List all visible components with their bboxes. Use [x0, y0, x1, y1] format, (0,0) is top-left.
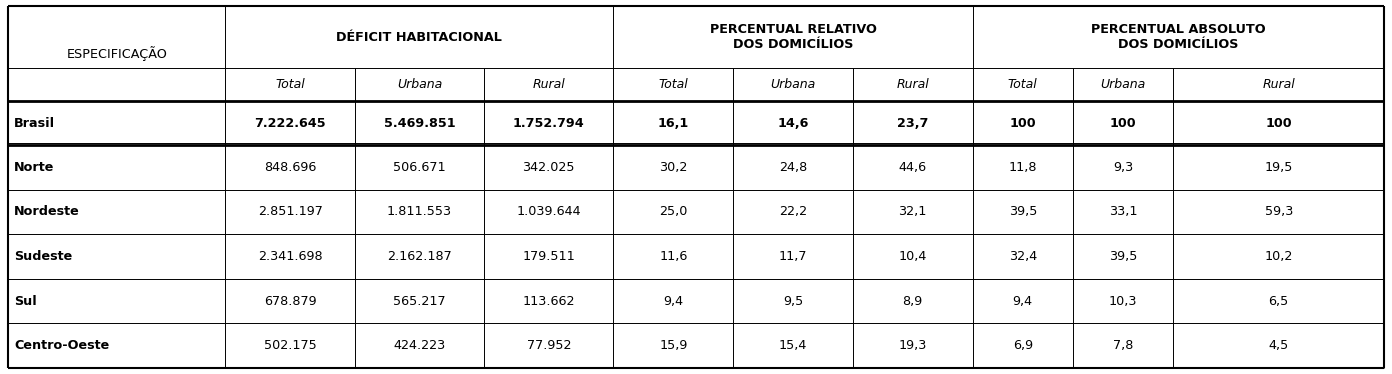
- Text: 11,8: 11,8: [1009, 161, 1037, 174]
- Text: 25,0: 25,0: [658, 205, 688, 218]
- Text: 15,4: 15,4: [778, 339, 807, 352]
- Text: 14,6: 14,6: [777, 116, 809, 129]
- Text: 33,1: 33,1: [1109, 205, 1137, 218]
- Text: 39,5: 39,5: [1109, 250, 1137, 263]
- Text: Rural: Rural: [1263, 78, 1295, 91]
- Text: 10,3: 10,3: [1109, 295, 1137, 307]
- Text: 6,5: 6,5: [1268, 295, 1289, 307]
- Text: Sudeste: Sudeste: [14, 250, 72, 263]
- Text: 6,9: 6,9: [1013, 339, 1033, 352]
- Text: 30,2: 30,2: [658, 161, 688, 174]
- Text: 11,6: 11,6: [658, 250, 688, 263]
- Text: 848.696: 848.696: [264, 161, 316, 174]
- Text: 2.851.197: 2.851.197: [258, 205, 323, 218]
- Text: 9,4: 9,4: [663, 295, 683, 307]
- Text: 9,4: 9,4: [1013, 295, 1033, 307]
- Text: 100: 100: [1109, 116, 1136, 129]
- Text: 179.511: 179.511: [522, 250, 575, 263]
- Text: 15,9: 15,9: [658, 339, 688, 352]
- Text: Brasil: Brasil: [14, 116, 56, 129]
- Text: 678.879: 678.879: [263, 295, 316, 307]
- Text: Centro-Oeste: Centro-Oeste: [14, 339, 109, 352]
- Text: Rural: Rural: [896, 78, 928, 91]
- Text: 1.811.553: 1.811.553: [387, 205, 452, 218]
- Text: 424.223: 424.223: [394, 339, 445, 352]
- Text: 19,5: 19,5: [1264, 161, 1293, 174]
- Text: 506.671: 506.671: [393, 161, 445, 174]
- Text: 100: 100: [1265, 116, 1292, 129]
- Text: 44,6: 44,6: [899, 161, 927, 174]
- Text: DÉFICIT HABITACIONAL: DÉFICIT HABITACIONAL: [337, 31, 503, 43]
- Text: 342.025: 342.025: [522, 161, 575, 174]
- Text: 10,4: 10,4: [898, 250, 927, 263]
- Text: Total: Total: [658, 78, 688, 91]
- Text: Sul: Sul: [14, 295, 36, 307]
- Text: Urbana: Urbana: [1101, 78, 1146, 91]
- Text: 32,1: 32,1: [898, 205, 927, 218]
- Text: 100: 100: [1009, 116, 1036, 129]
- Text: ESPECIFICAÇÃO: ESPECIFICAÇÃO: [67, 46, 167, 61]
- Text: Rural: Rural: [532, 78, 565, 91]
- Text: Norte: Norte: [14, 161, 54, 174]
- Text: PERCENTUAL ABSOLUTO
DOS DOMICÍLIOS: PERCENTUAL ABSOLUTO DOS DOMICÍLIOS: [1091, 23, 1265, 51]
- Text: 11,7: 11,7: [778, 250, 807, 263]
- Text: 2.341.698: 2.341.698: [258, 250, 323, 263]
- Text: 113.662: 113.662: [522, 295, 575, 307]
- Text: 9,3: 9,3: [1114, 161, 1133, 174]
- Text: 23,7: 23,7: [896, 116, 928, 129]
- Text: 9,5: 9,5: [782, 295, 803, 307]
- Text: 4,5: 4,5: [1268, 339, 1289, 352]
- Text: 502.175: 502.175: [263, 339, 316, 352]
- Text: Urbana: Urbana: [770, 78, 816, 91]
- Text: 77.952: 77.952: [526, 339, 571, 352]
- Text: 16,1: 16,1: [657, 116, 689, 129]
- Text: Total: Total: [1008, 78, 1037, 91]
- Text: Total: Total: [276, 78, 305, 91]
- Text: PERCENTUAL RELATIVO
DOS DOMICÍLIOS: PERCENTUAL RELATIVO DOS DOMICÍLIOS: [710, 23, 877, 51]
- Text: 22,2: 22,2: [780, 205, 807, 218]
- Text: 565.217: 565.217: [393, 295, 445, 307]
- Text: 2.162.187: 2.162.187: [387, 250, 452, 263]
- Text: 1.752.794: 1.752.794: [512, 116, 585, 129]
- Text: 5.469.851: 5.469.851: [384, 116, 455, 129]
- Text: Nordeste: Nordeste: [14, 205, 79, 218]
- Text: 32,4: 32,4: [1009, 250, 1037, 263]
- Text: 7.222.645: 7.222.645: [255, 116, 326, 129]
- Text: 39,5: 39,5: [1009, 205, 1037, 218]
- Text: 7,8: 7,8: [1114, 339, 1133, 352]
- Text: 1.039.644: 1.039.644: [516, 205, 580, 218]
- Text: 24,8: 24,8: [780, 161, 807, 174]
- Text: Urbana: Urbana: [397, 78, 443, 91]
- Text: 59,3: 59,3: [1264, 205, 1293, 218]
- Text: 8,9: 8,9: [902, 295, 923, 307]
- Text: 19,3: 19,3: [898, 339, 927, 352]
- Text: 10,2: 10,2: [1264, 250, 1293, 263]
